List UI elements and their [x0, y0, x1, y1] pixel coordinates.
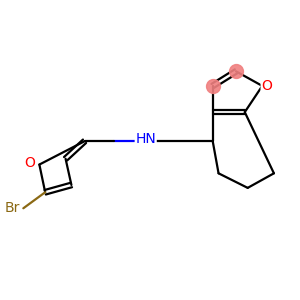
Text: O: O: [24, 156, 35, 170]
Text: HN: HN: [135, 132, 156, 146]
Text: O: O: [261, 79, 272, 93]
Text: Br: Br: [5, 201, 20, 215]
Point: [210, 83, 215, 88]
Point: [234, 69, 239, 74]
